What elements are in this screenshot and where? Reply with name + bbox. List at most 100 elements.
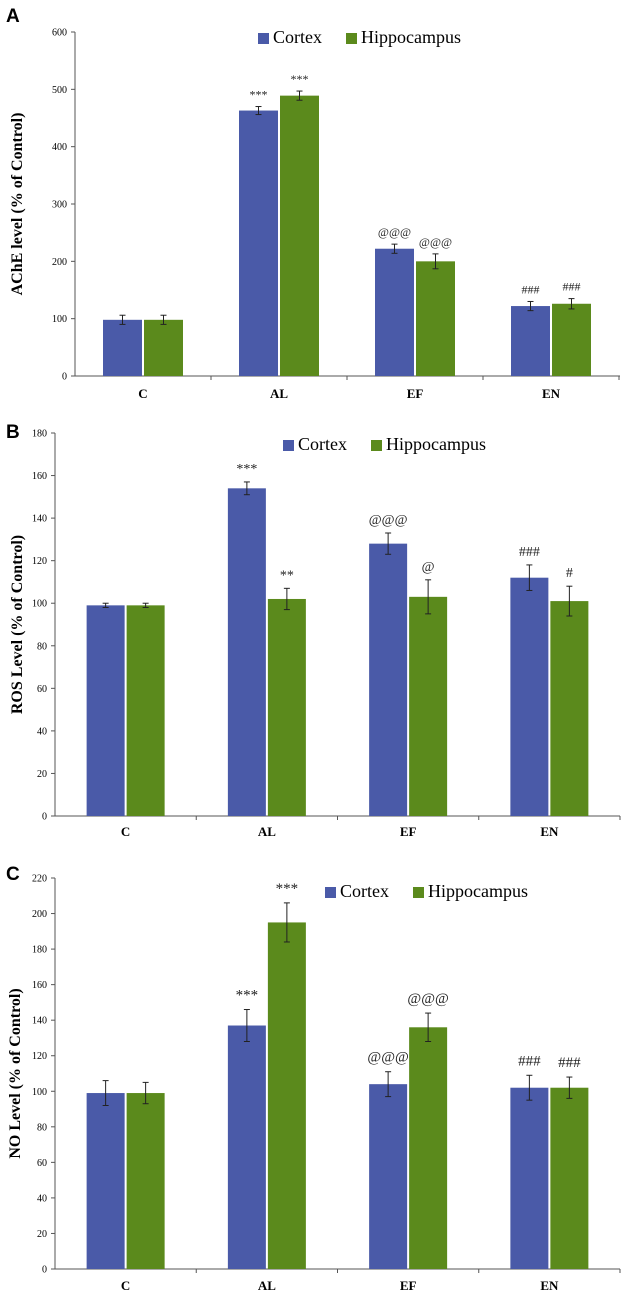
legend-swatch: [413, 887, 424, 898]
cortex-bar: [227, 1025, 266, 1269]
y-tick-label: 600: [52, 28, 67, 39]
y-tick-label: 120: [32, 1051, 47, 1062]
hippocampus-bar: [416, 261, 455, 376]
cortex-bar: [103, 319, 142, 376]
significance-annotation: ***: [236, 462, 257, 477]
hippocampus-bar: [126, 605, 165, 816]
y-tick-label: 40: [37, 1193, 47, 1204]
category-label: C: [121, 824, 130, 838]
hippocampus-bar: [552, 303, 591, 376]
y-tick-label: 180: [32, 945, 47, 956]
legend-swatch: [371, 440, 382, 451]
hippocampus-bar: [550, 1087, 589, 1269]
hippocampus-bar: [267, 922, 306, 1269]
chart-b: B ROS Level (% of Control) 0 20 40 60 80 100 120…: [6, 422, 621, 838]
panel-label: C: [6, 864, 20, 885]
significance-annotation: ***: [250, 88, 268, 102]
y-tick-label: 500: [52, 85, 67, 96]
significance-annotation: ###: [522, 282, 540, 296]
significance-annotation: @: [422, 560, 435, 575]
legend-label: Hippocampus: [361, 27, 461, 47]
significance-annotation: @@@: [369, 513, 408, 528]
y-tick-label: 140: [32, 1016, 47, 1027]
y-tick-label: 0: [42, 812, 47, 823]
y-tick-label: 160: [32, 980, 47, 991]
y-tick-label: 20: [37, 1229, 47, 1240]
cortex-bar: [86, 605, 125, 816]
category-label: EN: [540, 1278, 559, 1293]
significance-annotation: ###: [519, 545, 540, 560]
legend-label: Cortex: [273, 27, 322, 47]
y-tick-label: 80: [37, 1122, 47, 1133]
cortex-bar: [86, 1093, 125, 1269]
y-tick-label: 0: [42, 1265, 47, 1276]
legend-label: Hippocampus: [428, 881, 528, 901]
y-axis-title: ROS Level (% of Control): [9, 535, 26, 714]
y-tick-label: 160: [32, 471, 47, 482]
y-tick-label: 300: [52, 200, 67, 211]
y-tick-label: 100: [32, 1087, 47, 1098]
significance-annotation: @@@: [378, 225, 411, 239]
cortex-bar: [239, 110, 278, 377]
y-axis-title: AChE level (% of Control): [9, 113, 26, 296]
significance-annotation: @@@: [407, 991, 449, 1007]
significance-annotation: **: [280, 568, 294, 583]
significance-annotation: @@@: [419, 235, 452, 249]
cortex-bar: [227, 488, 266, 816]
y-axis-title: NO Level (% of Control): [7, 988, 24, 1158]
y-tick-label: 0: [62, 372, 67, 383]
category-label: EN: [542, 386, 561, 400]
y-tick-label: 100: [32, 599, 47, 610]
legend-swatch: [258, 33, 269, 44]
significance-annotation: @@@: [367, 1050, 409, 1066]
legend-swatch: [346, 33, 357, 44]
legend-swatch: [325, 887, 336, 898]
legend-swatch: [283, 440, 294, 451]
category-label: EF: [407, 386, 424, 400]
cortex-bar: [510, 577, 549, 816]
panel-label: B: [6, 422, 20, 443]
hippocampus-bar: [126, 1093, 165, 1269]
category-label: AL: [270, 386, 288, 400]
category-label: AL: [258, 1278, 276, 1293]
chart-c: C NO Level (% of Control) 0 20 40 60 80 100 120 1…: [6, 864, 621, 1293]
chart-a: A AChE level (% of Control) 0 100 200 300 400 5…: [6, 6, 620, 400]
y-tick-label: 80: [37, 641, 47, 652]
cortex-bar: [511, 306, 550, 376]
significance-annotation: ***: [236, 988, 259, 1004]
legend-label: Cortex: [298, 434, 347, 454]
hippocampus-bar: [267, 598, 306, 816]
cortex-bar: [369, 543, 408, 816]
category-label: AL: [258, 824, 276, 838]
significance-annotation: ###: [558, 1055, 581, 1071]
cortex-bar: [510, 1087, 549, 1269]
hippocampus-bar: [550, 601, 589, 816]
legend-label: Hippocampus: [386, 434, 486, 454]
y-tick-label: 140: [32, 514, 47, 525]
hippocampus-bar: [144, 319, 183, 376]
category-label: C: [121, 1278, 130, 1293]
panel-label: A: [6, 6, 20, 27]
cortex-bar: [375, 248, 414, 376]
y-tick-label: 180: [32, 429, 47, 440]
hippocampus-bar: [280, 95, 319, 376]
y-tick-label: 60: [37, 1158, 47, 1169]
y-tick-label: 400: [52, 142, 67, 153]
category-label: EF: [400, 1278, 417, 1293]
category-label: EF: [400, 824, 417, 838]
legend-label: Cortex: [340, 881, 389, 901]
significance-annotation: ***: [291, 72, 309, 86]
cortex-bar: [369, 1084, 408, 1269]
y-tick-label: 60: [37, 684, 47, 695]
y-tick-label: 220: [32, 874, 47, 885]
panel-a: A AChE level (% of Control) 0 100 200 300 400 5…: [0, 0, 636, 400]
y-tick-label: 100: [52, 314, 67, 325]
significance-annotation: #: [566, 566, 573, 581]
category-label: C: [138, 386, 147, 400]
y-tick-label: 20: [37, 769, 47, 780]
significance-annotation: ***: [276, 881, 299, 897]
panel-b: B ROS Level (% of Control) 0 20 40 60 80 100 120…: [0, 418, 636, 838]
y-tick-label: 200: [52, 257, 67, 268]
category-label: EN: [540, 824, 559, 838]
significance-annotation: ###: [563, 280, 581, 294]
